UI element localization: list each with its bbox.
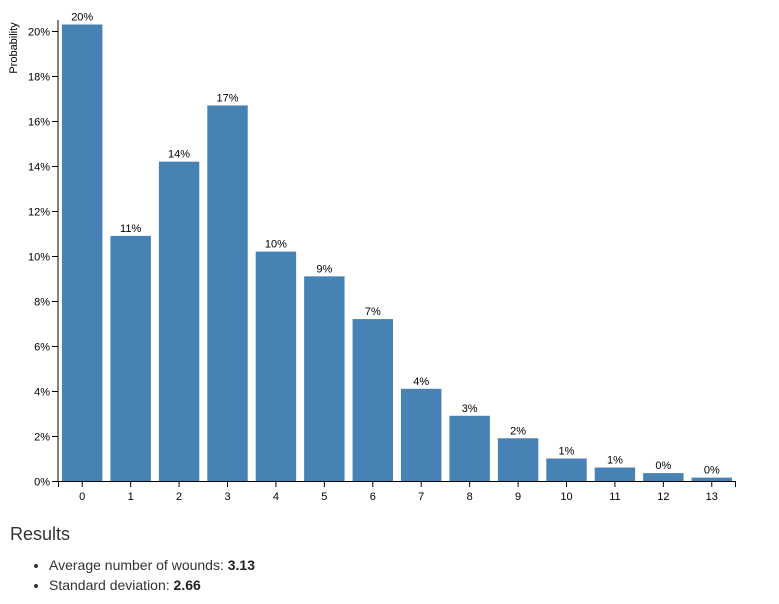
data-label-8: 3%: [462, 403, 478, 415]
std-deviation-value: 2.66: [173, 577, 201, 593]
plot-area: 20% 11% 14% 17% 10% 9% 7% 4% 3% 2% 1% 1% 0% 0% 0% 2% 4% 6…: [28, 11, 736, 503]
y-tick-label-2: 2%: [34, 432, 50, 444]
x-tick-label-5: 5: [321, 491, 327, 503]
x-tick-label-4: 4: [273, 491, 279, 503]
y-tick-label-10: 10%: [28, 252, 50, 264]
x-tick-label-13: 13: [706, 491, 718, 503]
y-axis-title: Probability: [8, 22, 20, 74]
bar-8: [449, 415, 490, 481]
bar-6: [352, 319, 393, 481]
data-label-12: 0%: [655, 460, 671, 472]
x-tick-label-7: 7: [418, 491, 424, 503]
y-tick-label-6: 6%: [34, 342, 50, 354]
probability-bar-chart: 20% 11% 14% 17% 10% 9% 7% 4% 3% 2% 1% 1% 0% 0% 0% 2% 4% 6…: [8, 11, 736, 503]
data-label-6: 7%: [365, 306, 381, 318]
x-tick-label-12: 12: [657, 491, 669, 503]
data-label-13: 0%: [704, 465, 720, 477]
x-tick-label-6: 6: [370, 491, 376, 503]
bar-11: [594, 467, 636, 481]
y-tick-label-8: 8%: [34, 297, 50, 309]
data-label-4: 10%: [265, 239, 287, 251]
y-tick-label-4: 4%: [34, 387, 50, 399]
std-deviation-item: Standard deviation: 2.66: [49, 575, 750, 595]
x-tick-label-3: 3: [224, 491, 230, 503]
bar-0: [62, 24, 103, 482]
results-section: Results Average number of wounds: 3.13 S…: [10, 524, 750, 595]
x-tick-label-0: 0: [79, 491, 85, 503]
data-label-10: 1%: [559, 446, 575, 458]
bar-10: [546, 458, 587, 481]
x-tick-label-11: 11: [609, 491, 620, 503]
y-tick-label-18: 18%: [28, 72, 50, 84]
data-label-7: 4%: [413, 376, 429, 388]
x-tick-label-8: 8: [467, 491, 473, 503]
y-tick-label-12: 12%: [28, 207, 50, 219]
bar-5: [304, 276, 345, 481]
y-tick-label-20: 20%: [28, 27, 50, 39]
x-tick-label-10: 10: [560, 491, 572, 503]
bar-3: [207, 105, 248, 481]
std-deviation-label: Standard deviation:: [49, 577, 174, 593]
bar-1: [110, 235, 151, 481]
data-label-5: 9%: [316, 263, 332, 275]
x-tick-label-1: 1: [128, 491, 134, 503]
data-label-3: 17%: [216, 92, 238, 104]
y-tick-label-14: 14%: [28, 162, 50, 174]
data-label-2: 14%: [168, 149, 190, 161]
average-wounds-value: 3.13: [227, 557, 255, 573]
bar-2: [158, 161, 200, 482]
bar-12: [643, 473, 684, 481]
data-label-1: 11%: [120, 223, 141, 235]
y-tick-label-0: 0%: [34, 477, 50, 489]
bar-13: [691, 477, 732, 481]
x-tick-label-9: 9: [515, 491, 521, 503]
data-label-11: 1%: [607, 455, 623, 467]
average-wounds-label: Average number of wounds:: [49, 557, 228, 573]
y-tick-label-16: 16%: [28, 117, 50, 129]
data-label-0: 20%: [71, 11, 93, 23]
bar-9: [497, 438, 539, 481]
results-list: Average number of wounds: 3.13 Standard …: [10, 555, 750, 595]
average-wounds-item: Average number of wounds: 3.13: [49, 555, 750, 575]
x-tick-label-2: 2: [176, 491, 182, 503]
bar-4: [255, 251, 297, 481]
bar-7: [401, 388, 442, 481]
results-heading: Results: [10, 524, 71, 544]
data-label-9: 2%: [510, 425, 526, 437]
